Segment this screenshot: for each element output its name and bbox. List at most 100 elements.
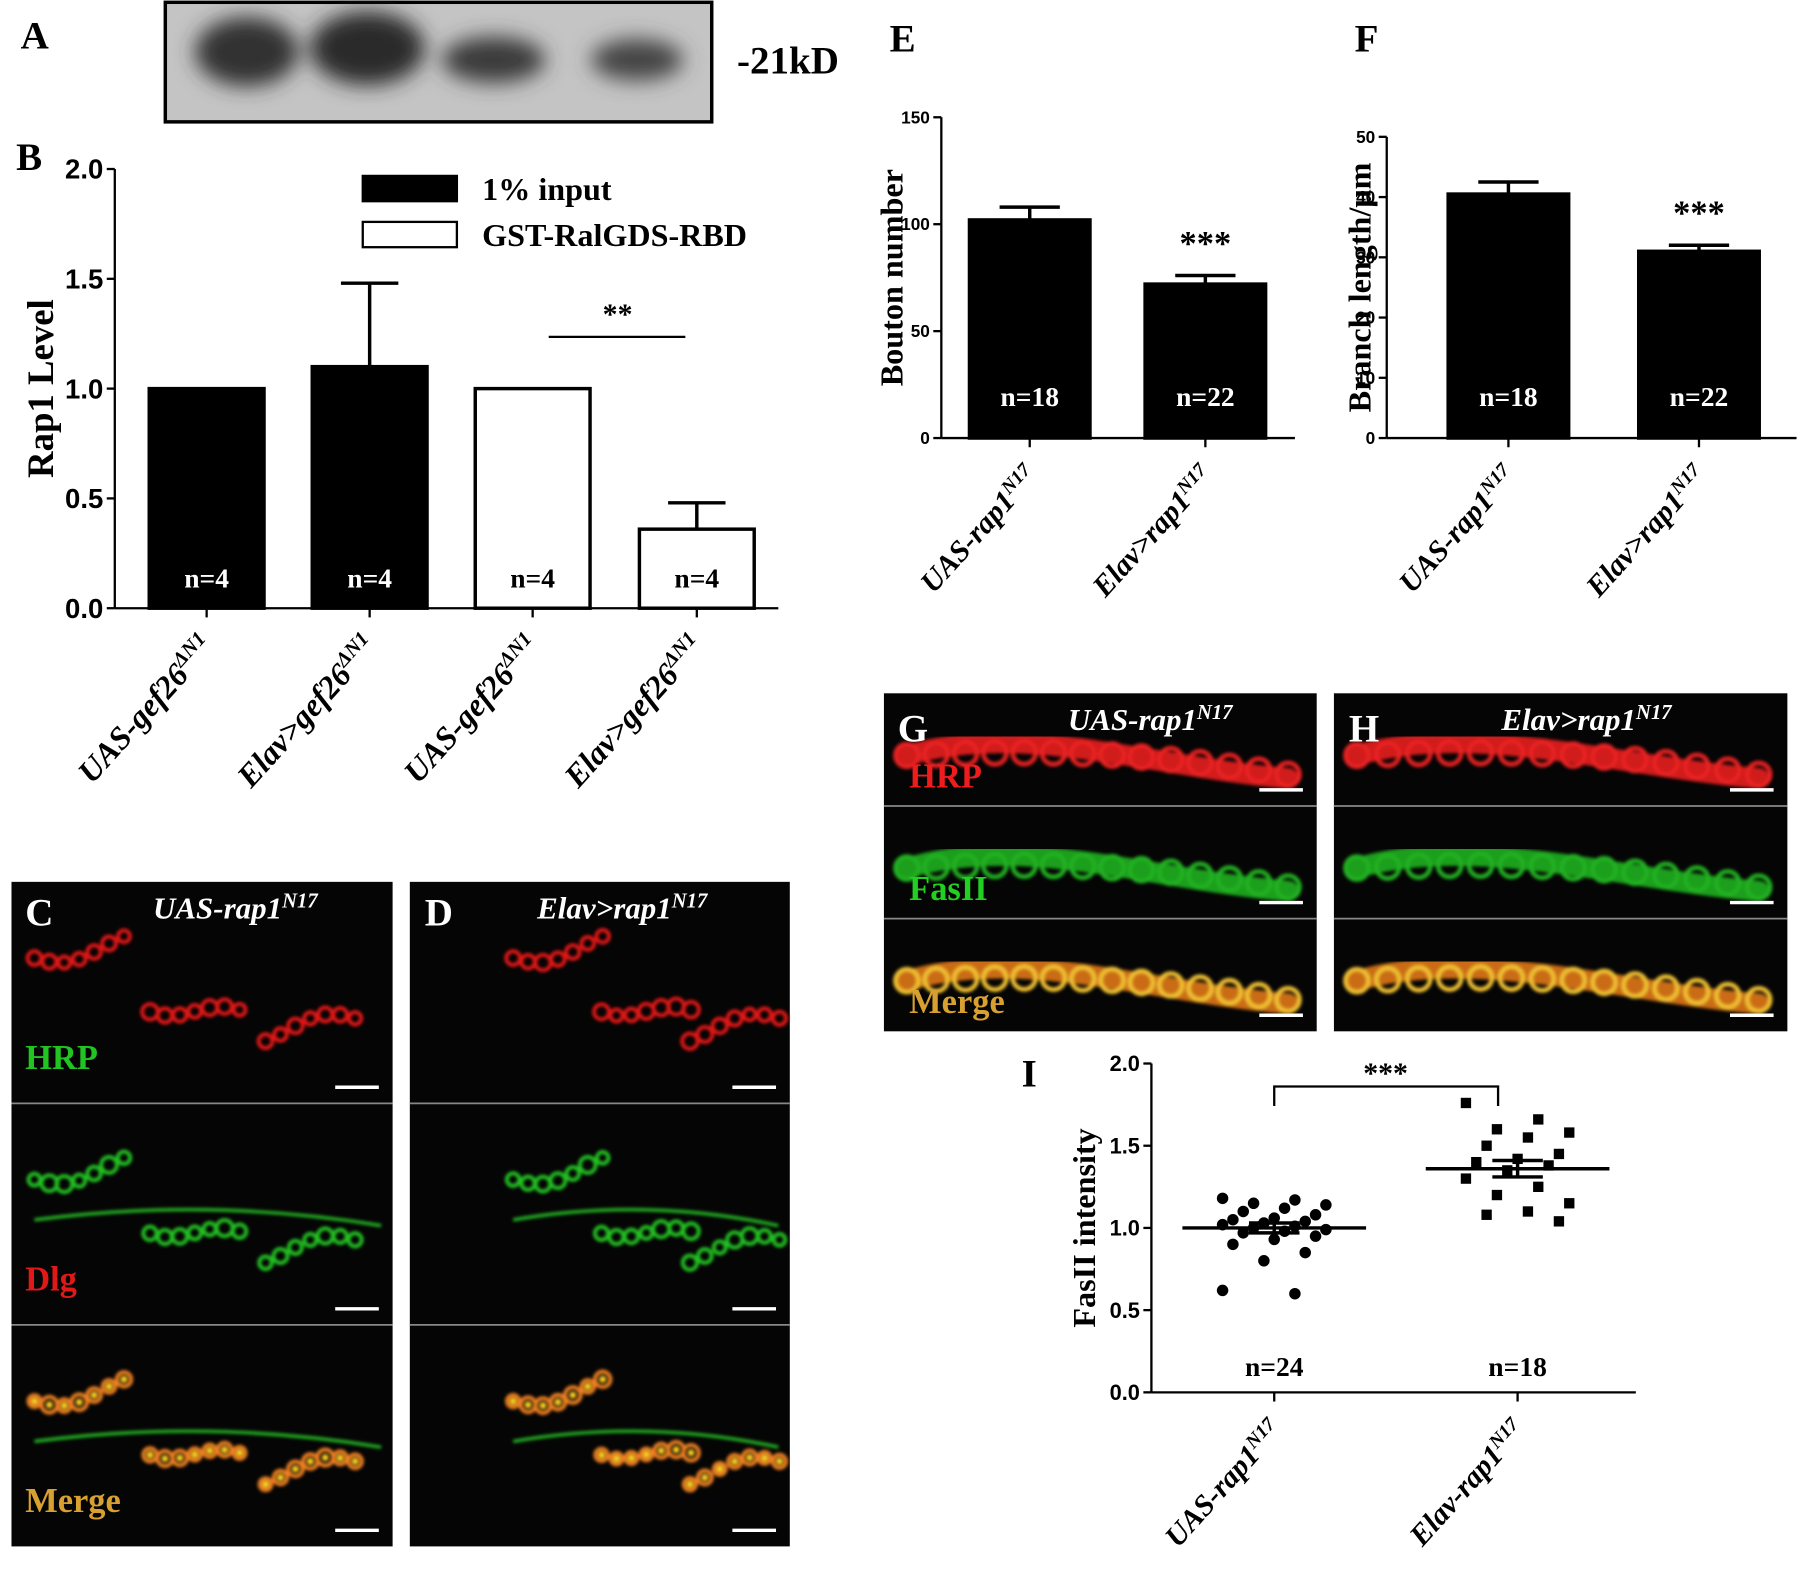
x-tick-label-main: Elav-rap1 [1402, 1439, 1509, 1553]
bouton [1039, 739, 1068, 767]
panel-letter: F [1355, 18, 1379, 61]
bouton [1069, 852, 1097, 881]
bouton [725, 1009, 744, 1028]
bouton [1069, 965, 1097, 993]
x-tick-label-main: Elav>gef26 [229, 656, 359, 795]
bouton-core [336, 1454, 344, 1462]
x-tick-label-main: UAS-rap1 [1393, 485, 1501, 600]
channel-label: HRP [909, 758, 982, 796]
bouton [1497, 739, 1526, 767]
bouton [1186, 748, 1214, 777]
channel-label: HRP [25, 1039, 98, 1077]
micrograph [409, 881, 790, 1547]
bouton [1652, 748, 1680, 777]
point [1491, 1124, 1503, 1135]
bouton-core [306, 1458, 314, 1465]
terminal [893, 732, 1302, 789]
x-tick-label-main: Elav>rap1 [1579, 485, 1691, 604]
x-tick-label: Elav>rap1N17 [1085, 458, 1221, 604]
bouton [1528, 965, 1557, 993]
bouton [592, 1002, 611, 1022]
panel-letter: D [425, 892, 453, 935]
image-title-main: Elav>rap1 [536, 891, 672, 926]
bouton-core [584, 1382, 592, 1390]
n-label: n=4 [184, 562, 229, 593]
micrograph [11, 881, 393, 1547]
image-title-sup: N17 [1196, 702, 1234, 724]
bouton [893, 854, 921, 882]
bar [310, 364, 429, 610]
bouton [593, 1369, 613, 1390]
y-tick-label: 0 [920, 428, 930, 448]
bouton [171, 1006, 189, 1024]
axon [34, 1429, 382, 1449]
bouton [70, 950, 88, 968]
bar [1446, 192, 1571, 440]
point [1309, 1230, 1322, 1242]
bouton [231, 1001, 248, 1018]
bouton [1039, 851, 1068, 880]
significance-bracket [1273, 1085, 1500, 1107]
micrograph [1333, 693, 1788, 1032]
bouton [592, 1224, 611, 1242]
x-tick-label-main: UAS-rap1 [914, 485, 1022, 600]
n-label: n=24 [1245, 1351, 1304, 1382]
x-tick-label-main: Elav>rap1 [1085, 485, 1197, 604]
bar [147, 386, 266, 610]
bouton [100, 934, 118, 953]
y-tick-label: 0.0 [1110, 1380, 1140, 1405]
y-tick-label: 150 [901, 107, 930, 127]
image-title-main: UAS-rap1 [153, 891, 282, 926]
bouton [564, 1165, 582, 1182]
bar [473, 386, 592, 610]
point [1522, 1132, 1534, 1143]
bouton [1127, 968, 1156, 997]
terminal [1343, 845, 1773, 902]
bouton-core [657, 1447, 665, 1455]
bouton-core [672, 1446, 680, 1454]
bouton [1683, 865, 1711, 893]
bouton [740, 1448, 759, 1467]
bouton [99, 1154, 119, 1175]
bouton-core [539, 1402, 547, 1410]
bouton [170, 1227, 190, 1246]
significance: *** [1180, 225, 1232, 263]
bouton [215, 1440, 234, 1459]
point [1533, 1181, 1544, 1192]
bouton [115, 1149, 133, 1167]
blot-bands [195, 11, 684, 87]
y-tick-label: 10 [1356, 368, 1375, 388]
legend-swatch [361, 220, 459, 249]
bouton [711, 1461, 728, 1477]
bouton [922, 853, 950, 881]
bouton [256, 1032, 275, 1051]
terminal [1343, 957, 1773, 1015]
bouton [1244, 981, 1273, 1010]
panel-letter: E [890, 18, 916, 61]
bouton [981, 739, 1009, 767]
bouton-core [627, 1454, 635, 1462]
nerve [1346, 845, 1770, 902]
bouton [594, 1150, 611, 1166]
point [1491, 1189, 1503, 1201]
bouton [1098, 853, 1126, 882]
bouton [85, 1164, 103, 1183]
bar [1636, 249, 1761, 440]
bouton [1497, 964, 1526, 992]
bouton [593, 1446, 610, 1464]
bouton [1215, 865, 1244, 893]
panel-letter: C [25, 892, 53, 935]
bouton-core [701, 1474, 709, 1481]
bouton-core [176, 1454, 184, 1462]
bouton [1559, 966, 1588, 995]
y-tick-label: 0.5 [65, 483, 103, 514]
y-tick-label: 0 [1366, 428, 1376, 448]
axon [512, 1429, 779, 1449]
bouton [1744, 873, 1773, 901]
bouton [1010, 964, 1038, 992]
x-tick-label: Elav-rap1N17 [1402, 1413, 1533, 1553]
bouton [1098, 966, 1126, 995]
bouton [951, 964, 980, 993]
point [1320, 1199, 1332, 1211]
bouton [922, 740, 950, 769]
